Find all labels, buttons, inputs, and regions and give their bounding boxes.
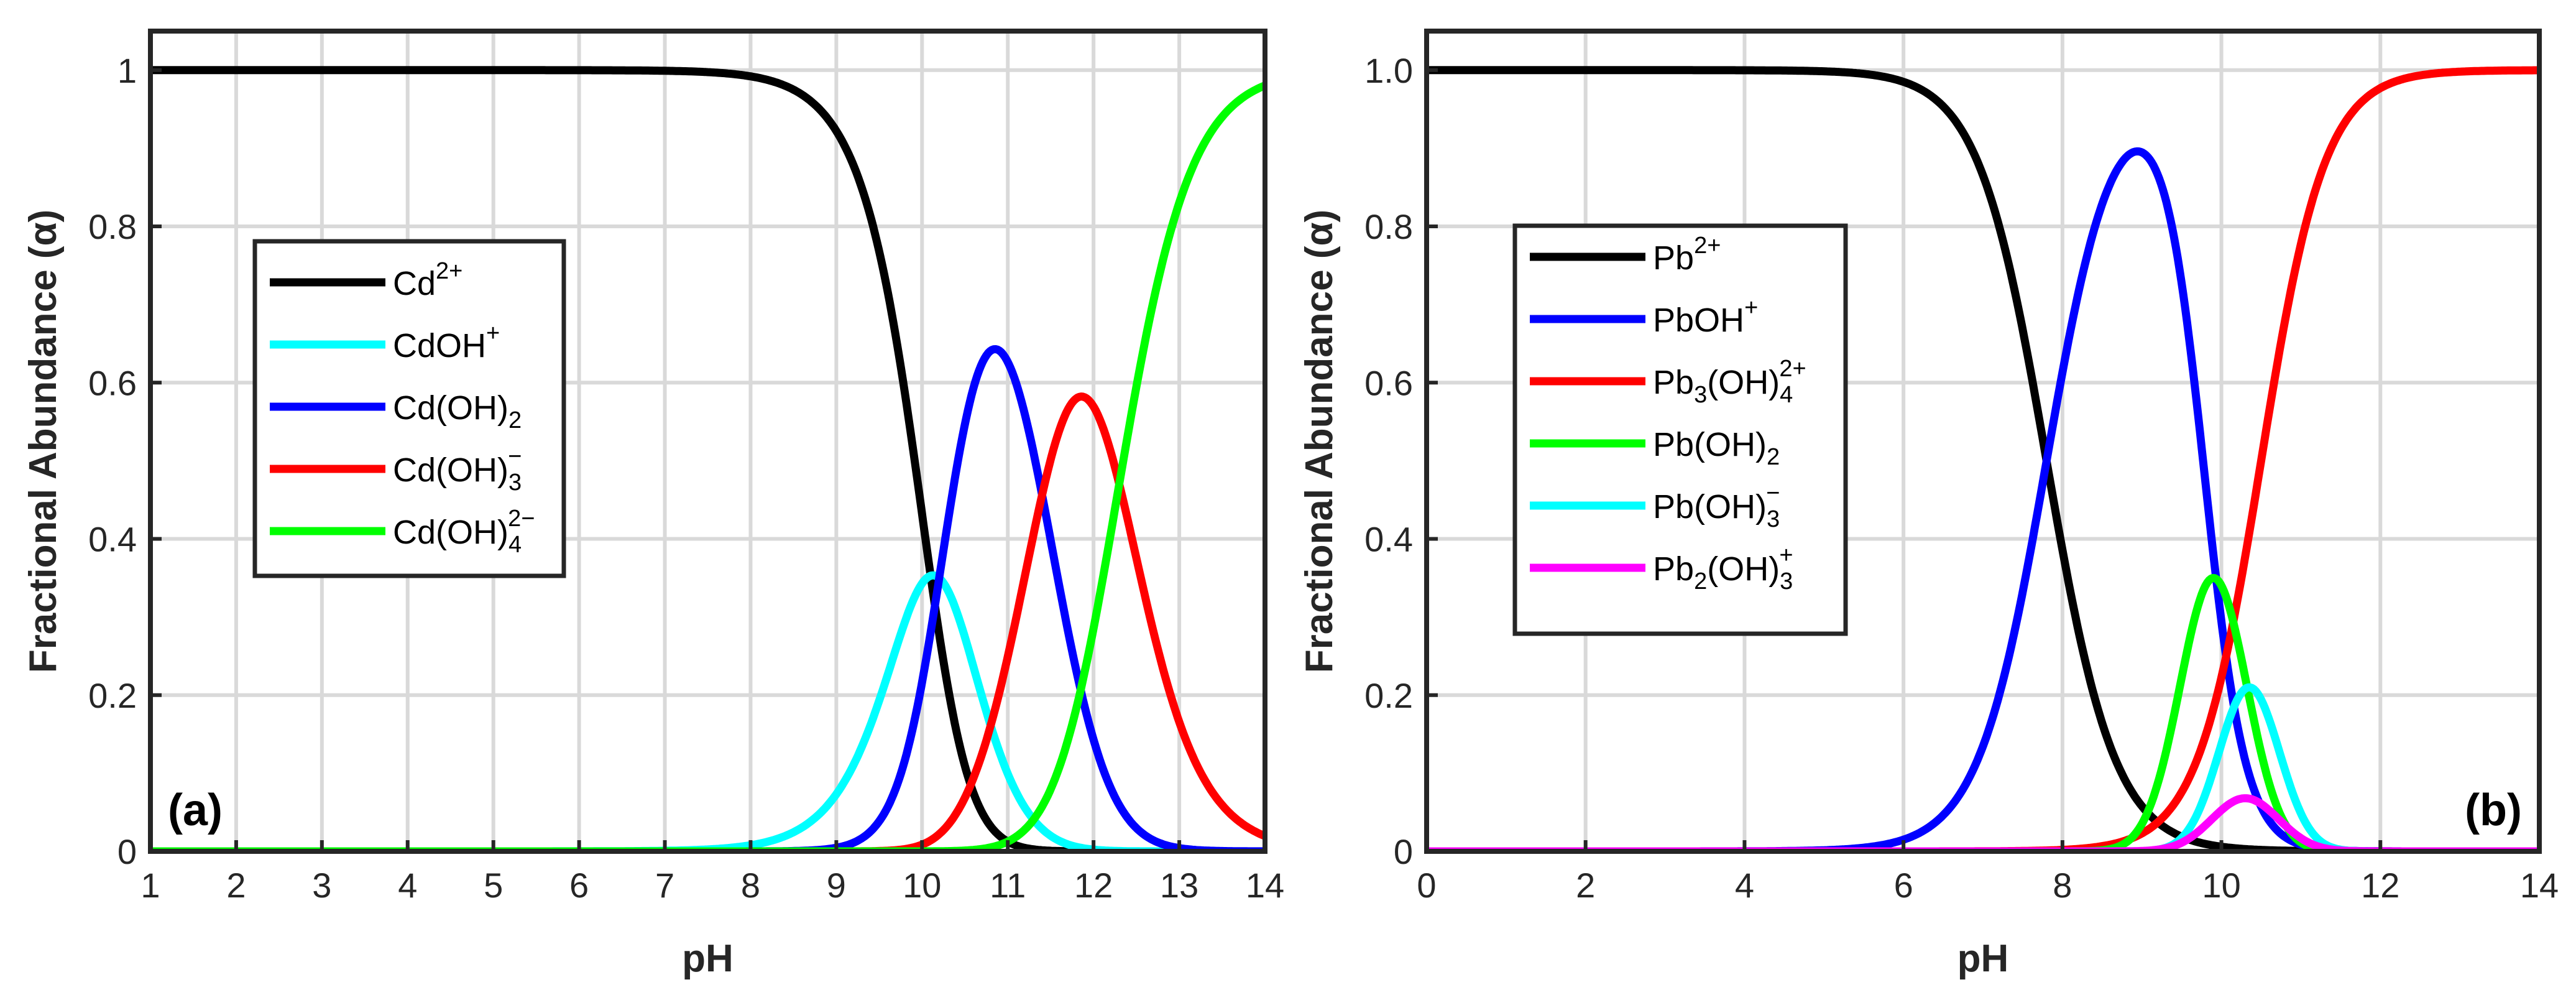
y-tick-label-a-3: 0.6: [88, 363, 137, 402]
x-tick-label-b-0: 0: [1417, 866, 1436, 905]
x-tick-label-a-4: 5: [484, 866, 503, 905]
y-tick-label-b-2: 0.4: [1364, 520, 1413, 559]
x-tick-label-a-9: 10: [903, 866, 941, 905]
x-tick-label-b-2: 4: [1735, 866, 1754, 905]
x-tick-label-b-3: 6: [1894, 866, 1913, 905]
x-tick-label-a-6: 7: [655, 866, 674, 905]
x-tick-label-a-11: 12: [1074, 866, 1113, 905]
x-axis-label-a: pH: [682, 937, 734, 980]
x-tick-label-a-12: 13: [1160, 866, 1198, 905]
legend-label-b-5: Pb2(OH)3+: [1653, 542, 1793, 595]
legend-label-a-1: CdOH+: [393, 320, 500, 364]
x-tick-label-a-7: 8: [741, 866, 760, 905]
legend-label-b-4: Pb(OH)3−: [1653, 480, 1780, 532]
x-tick-label-b-5: 10: [2202, 866, 2240, 905]
x-tick-label-b-7: 14: [2520, 866, 2559, 905]
y-axis-label-a: Fractional Abundance (α): [22, 210, 65, 673]
legend-label-a-4: Cd(OH)42−: [393, 506, 535, 558]
legend-label-b-3: Pb(OH)2: [1653, 426, 1780, 470]
x-tick-label-a-1: 2: [226, 866, 246, 905]
x-axis-label-b: pH: [1957, 937, 2009, 980]
series-line-a-4: [150, 81, 1265, 851]
panel-a: 1 2 3 4 5 6 7 8 9 10 11 12 13 1400.20.40.60.81pHFract…: [22, 29, 1284, 980]
x-tick-label-b-4: 8: [2053, 866, 2072, 905]
legend-label-a-0: Cd2+: [393, 258, 462, 302]
y-tick-label-b-4: 0.8: [1364, 207, 1413, 246]
legend-label-b-2: Pb3(OH)42+: [1653, 356, 1806, 408]
x-tick-label-a-2: 3: [312, 866, 331, 905]
panel-label-b: (b): [2465, 785, 2522, 835]
y-tick-label-a-1: 0.2: [88, 676, 137, 715]
axes-box-b: [1424, 29, 2542, 854]
legend-label-a-2: Cd(OH)2: [393, 389, 522, 433]
x-tick-label-a-0: 1: [140, 866, 160, 905]
y-tick-label-a-0: 0: [117, 832, 137, 871]
legend-label-b-0: Pb2+: [1653, 233, 1721, 277]
y-tick-label-a-5: 1: [117, 51, 137, 90]
x-tick-label-a-3: 4: [398, 866, 417, 905]
axes-box-a: [148, 29, 1267, 854]
legend-label-a-3: Cd(OH)3−: [393, 443, 522, 496]
y-tick-label-a-4: 0.8: [88, 207, 137, 246]
legend-a: Cd2+ CdOH+ Cd(OH)2 Cd(OH)3− Cd(OH)42−: [252, 239, 566, 578]
x-tick-label-a-8: 9: [827, 866, 846, 905]
x-tick-label-a-10: 11: [990, 866, 1026, 905]
x-tick-label-a-13: 14: [1246, 866, 1284, 905]
y-axis-label-b: Fractional Abundance (α): [1298, 210, 1341, 673]
legend-label-b-1: PbOH+: [1653, 295, 1758, 339]
panel-b: 0 2 4 6 8 10 12 14 0 0.2 0.4 0.6 0.8 1.0 pH Fractional …: [1298, 29, 2559, 980]
y-tick-label-b-3: 0.6: [1364, 363, 1413, 402]
y-tick-label-b-0: 0: [1394, 832, 1413, 871]
series-line-a-3: [150, 392, 1265, 851]
y-tick-label-b-5: 1.0: [1364, 51, 1413, 90]
y-tick-label-b-1: 0.2: [1364, 676, 1413, 715]
x-tick-label-b-6: 12: [2361, 866, 2399, 905]
x-tick-label-b-1: 2: [1576, 866, 1595, 905]
panel-label-a: (a): [168, 785, 223, 835]
legend-b: Pb2+ PbOH+ Pb3(OH)42+ Pb(OH)2 Pb(OH)3− Pb2(OH…: [1512, 223, 1848, 636]
x-tick-label-a-5: 6: [569, 866, 589, 905]
y-tick-label-a-2: 0.4: [88, 520, 137, 559]
